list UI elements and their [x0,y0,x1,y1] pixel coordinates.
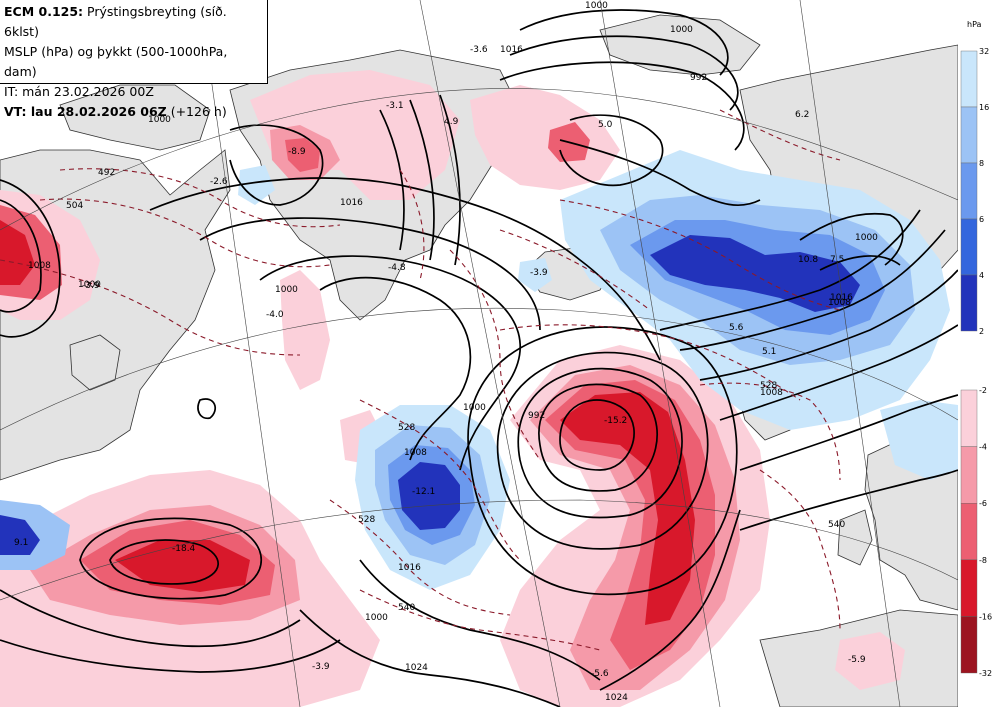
tendency-labels: -3.6 -3.1 4.9 5.0 6.2 -8.9 -2.6 -4.8 -3.… [14,45,866,679]
legend-positive-tick-label: 4 [979,271,984,280]
tendency-label: 4.9 [444,117,459,127]
thickness-label: 528 [760,381,777,391]
legend-positive-tick-label: 2 [979,327,984,336]
thickness-label: 540 [398,603,415,613]
legend-negative-swatch [960,559,978,617]
legend-positive-tick-label: 32 [979,47,989,56]
isobar-label: 1024 [605,693,628,703]
legend-unit-label: hPa [967,20,982,29]
legend-negative-tick-label: -16 [979,612,992,621]
tendency-label: 10.8 [798,255,818,265]
isobar-label: 1000 [585,1,608,11]
legend-negative-swatch [960,389,978,447]
isobar-label: 1000 [275,285,298,295]
tendency-label: -4.8 [388,263,406,273]
legend-positive-swatch [960,274,978,332]
legend-positive-tick-label: 8 [979,159,984,168]
legend-positive-scale: 32 16 8 6 4 2 [960,47,989,336]
isobar-label: 1016 [500,45,523,55]
tendency-label: -15.2 [604,416,627,426]
legend-positive-swatch [960,162,978,220]
isobar-label: 1000 [148,115,171,125]
isobar-label: 1008 [28,261,51,271]
legend-positive-swatch [960,106,978,164]
legend-positive-tick-label: 6 [979,215,984,224]
title-line-init-time: IT: mán 23.02.2026 00Z [4,84,154,99]
thickness-label: 528 [398,423,415,433]
tendency-label: -3.6 [470,45,488,55]
pressure-fall-areas [0,70,905,707]
isobar-label: 1000 [365,613,388,623]
legend-positive-tick-label: 16 [979,103,989,112]
legend-negative-tick-label: -2 [979,386,987,395]
tendency-label: 9.1 [14,538,28,548]
isobar-label: 1000 [670,25,693,35]
land-norway-north [599,14,761,76]
map-title-box: ECM 0.125: Prýstingsbreyting (síð. 6klst… [0,0,268,119]
tendency-label: -5.6 [591,669,609,679]
legend-negative-tick-label: -6 [979,499,987,508]
legend-negative-tick-label: -32 [979,669,992,678]
isobar-label: 1000 [78,280,101,290]
legend-negative-swatch [960,616,978,674]
pressure-rise-areas [0,150,958,590]
tendency-label: -5.9 [848,655,866,665]
land-newfoundland [69,334,121,391]
color-legend: hPa 32 16 8 6 4 2 -2 -4 -6 -8 -16 -32 [958,0,1000,707]
graticule [0,0,958,707]
isobar-label: 1000 [463,403,486,413]
isobar-label: 992 [528,411,545,421]
thickness-label: 528 [358,515,375,525]
thickness-lines [0,109,841,651]
legend-positive-swatch [960,218,978,276]
tendency-label: -2.6 [210,177,228,187]
legend-negative-tick-label: -8 [979,556,987,565]
isobar-label: 1016 [830,293,853,303]
thickness-label: 492 [98,168,115,178]
thickness-label: 540 [828,520,845,530]
tendency-label: -12.1 [412,487,435,497]
tendency-label: 5.0 [598,120,613,130]
weather-map: 1000 1016 1008 1016 1000 992 1000 1000 1… [0,0,958,707]
tendency-label: -3.9 [82,281,100,291]
tendency-label: 5.1 [762,347,776,357]
isobar-label: 1008 [828,298,851,308]
tendency-label: -4.0 [266,310,284,320]
title-line-valid-time: VT: lau 28.02.2026 06Z (+126 h) [4,104,227,119]
thickness-labels: 492 504 528 528 540 540 528 [66,168,845,613]
legend-positive-swatch [960,50,978,108]
legend-negative-tick-label: -4 [979,443,987,452]
isobar-label: 1016 [398,563,421,573]
title-line-model: ECM 0.125: Prýstingsbreyting (síð. 6klst… [4,4,227,39]
isobar-label: 1008 [760,388,783,398]
title-line-fields: MSLP (hPa) og þykkt (500-1000hPa, dam) [4,44,228,79]
tendency-label: -3.9 [312,662,330,672]
legend-negative-swatch [960,446,978,504]
land-arctic-islands [59,84,211,151]
tendency-label: -18.4 [172,544,196,554]
tendency-label: 6.2 [795,110,809,120]
tendency-label: -3.9 [530,268,548,278]
tendency-label: -8.9 [288,147,306,157]
isobar-labels: 1000 1016 1008 1016 1000 992 1000 1000 1… [28,1,878,703]
isobar-label: 1008 [404,448,427,458]
land-ireland [837,509,873,566]
isobar-label: 992 [690,73,707,83]
isobar-label: 1024 [405,663,428,673]
legend-negative-swatch [960,503,978,561]
isobar-label: 1000 [855,233,878,243]
legend-negative-scale: -2 -4 -6 -8 -16 -32 [960,386,992,678]
isobars [0,9,958,707]
tendency-label: -3.1 [386,101,404,111]
tendency-label: 5.6 [729,323,744,333]
thickness-label: 504 [66,201,83,211]
isobar-label: 1016 [340,198,363,208]
tendency-label: 7.5 [830,255,844,265]
